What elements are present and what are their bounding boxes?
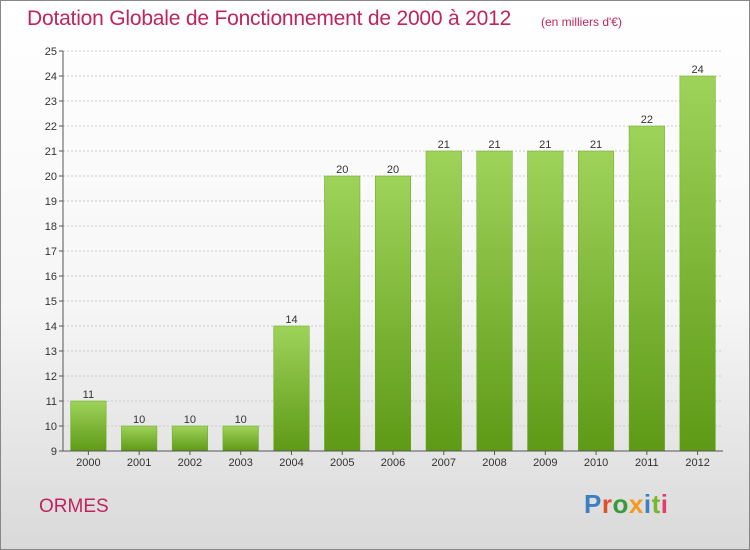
bar-2012 [679,75,716,452]
x-tick-label: 2008 [482,457,506,469]
data-label: 10 [133,414,145,426]
labels: 9 10 11 12 13 14 15 16 17 18 19 20 21 22 23 24 25 11 2000 1… [45,46,710,469]
x-tick-label: 2010 [584,457,608,469]
y-tick-label: 16 [45,271,57,283]
y-tick-label: 21 [45,146,57,158]
x-tick-label: 2005 [330,457,354,469]
x-tick-label: 2006 [381,457,405,469]
data-label: 10 [235,414,247,426]
y-tick-label: 17 [45,246,57,258]
bar-2010 [578,150,615,452]
data-label: 21 [438,139,450,151]
y-tick-label: 20 [45,171,57,183]
data-label: 24 [691,64,703,76]
x-tick-label: 2011 [635,457,659,469]
bar-2007 [425,150,462,452]
logo-letter: P [584,489,602,519]
bar-2009 [527,150,564,452]
bars [70,75,716,452]
logo-letter: i [660,489,669,519]
chart-unit-subtitle: (en milliers d'€) [541,15,622,29]
bar-2002 [171,425,208,452]
bar-2011 [628,125,665,452]
data-label: 20 [336,164,348,176]
y-tick-label: 12 [45,371,57,383]
logo-letter: t [651,489,661,519]
data-label: 21 [590,139,602,151]
axes [59,50,723,455]
y-tick-label: 15 [45,296,57,308]
logo-letter: x [628,489,644,519]
proxiti-logo: Proxiti [584,489,668,520]
data-label: 22 [641,114,653,126]
x-tick-label: 2003 [228,457,252,469]
data-label: 14 [285,314,297,326]
y-tick-label: 9 [51,446,57,458]
commune-name: ORMES [39,496,109,517]
y-tick-label: 23 [45,96,57,108]
x-tick-label: 2012 [685,457,709,469]
bar-2004 [273,325,310,452]
chart-title: Dotation Globale de Fonctionnement de 20… [27,7,512,30]
data-label: 10 [184,414,196,426]
data-label: 21 [488,139,500,151]
x-tick-label: 2004 [279,457,303,469]
y-tick-label: 13 [45,346,57,358]
y-tick-label: 11 [46,396,57,408]
data-label: 20 [387,164,399,176]
y-tick-label: 22 [45,121,57,133]
y-tick-label: 10 [45,421,57,433]
y-tick-label: 24 [45,71,57,83]
bar-2001 [121,425,158,452]
y-tick-label: 19 [45,196,57,208]
x-tick-label: 2000 [76,457,100,469]
logo-letter: o [612,489,629,519]
bar-2006 [374,175,412,452]
logo-letter: r [601,489,613,519]
bar-2008 [476,150,513,452]
y-tick-label: 18 [45,221,57,233]
x-tick-label: 2001 [127,457,151,469]
y-tick-label: 25 [45,46,57,58]
bar-2005 [324,175,361,452]
x-tick-label: 2002 [178,457,202,469]
x-tick-label: 2007 [432,457,456,469]
y-tick-label: 14 [45,321,57,333]
logo-letter: i [643,489,652,519]
data-label: 21 [539,139,551,151]
data-label: 11 [83,389,94,401]
bar-2003 [222,425,259,452]
bar-2000 [70,400,107,452]
x-tick-label: 2009 [533,457,557,469]
